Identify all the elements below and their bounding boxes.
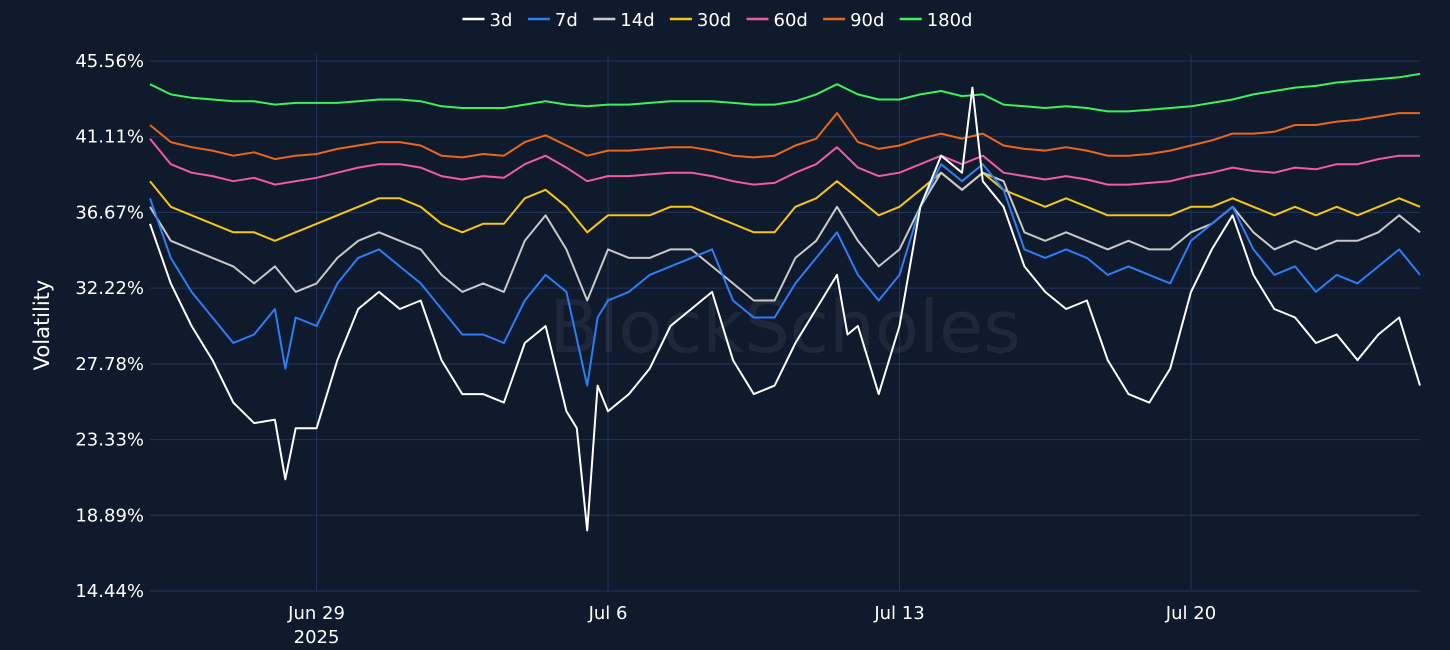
- y-tick-label: 36.67%: [75, 202, 144, 223]
- y-tick-label: 18.89%: [75, 505, 144, 526]
- legend-item-7d[interactable]: 7d: [527, 10, 578, 31]
- legend-item-60d[interactable]: 60d: [746, 10, 808, 31]
- y-tick-label: 27.78%: [75, 354, 144, 375]
- x-tick-label: Jun 29: [287, 603, 345, 624]
- x-tick-label: Jul 6: [588, 603, 628, 624]
- y-tick-label: 32.22%: [75, 278, 144, 299]
- series-line-14d: [149, 171, 1421, 302]
- legend-label: 30d: [697, 10, 731, 31]
- series-line-180d: [149, 72, 1421, 113]
- legend-label: 3d: [490, 10, 513, 31]
- legend-label: 90d: [850, 10, 884, 31]
- legend-item-180d[interactable]: 180d: [899, 10, 973, 31]
- series-line-90d: [149, 112, 1420, 161]
- x-axis: Jun 29 2025 Jul 6 Jul 13 Jul 20: [287, 603, 1216, 648]
- y-tick-label: 23.33%: [75, 430, 144, 451]
- y-axis-title: Volatility: [30, 280, 54, 371]
- watermark-logo: BlockScholes: [549, 285, 1021, 369]
- legend: 3d 7d 14d 30d 60d 90d 180d: [462, 10, 973, 31]
- legend-item-30d[interactable]: 30d: [669, 10, 731, 31]
- legend-item-3d[interactable]: 3d: [462, 10, 513, 31]
- y-axis: 14.44% 18.89% 23.33% 27.78% 32.22% 36.67% 41.1…: [75, 51, 144, 602]
- y-tick-label: 41.11%: [75, 127, 144, 148]
- legend-label: 60d: [774, 10, 808, 31]
- y-tick-label: 45.56%: [75, 51, 144, 72]
- x-tick-year-label: 2025: [294, 627, 340, 648]
- series-line-3d: [149, 86, 1421, 532]
- x-tick-label: Jul 13: [873, 603, 924, 624]
- x-tick-label: Jul 20: [1165, 603, 1216, 624]
- legend-label: 7d: [555, 10, 578, 31]
- legend-item-14d[interactable]: 14d: [593, 10, 655, 31]
- series-lines: [149, 72, 1421, 532]
- legend-label: 180d: [927, 10, 973, 31]
- series-line-60d: [149, 138, 1420, 186]
- series-line-30d: [149, 171, 1421, 242]
- y-tick-label: 14.44%: [75, 581, 144, 602]
- grid: [150, 55, 1420, 592]
- series-line-7d: [149, 163, 1421, 387]
- legend-item-90d[interactable]: 90d: [823, 10, 884, 31]
- legend-label: 14d: [620, 10, 654, 31]
